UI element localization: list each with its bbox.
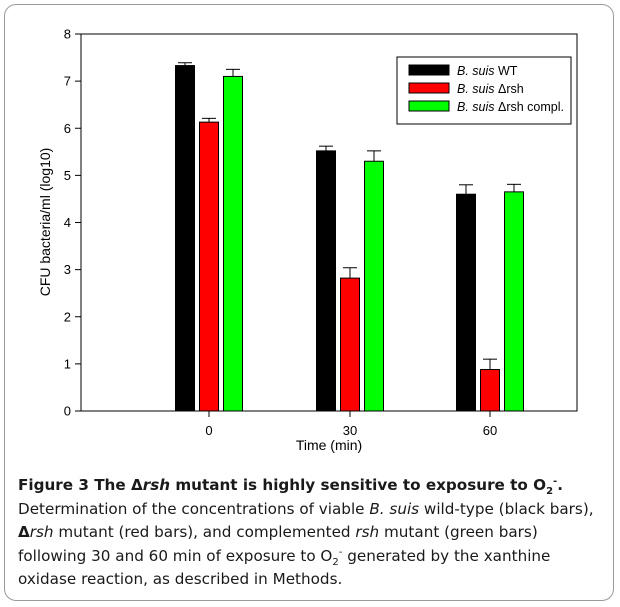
y-tick-label: 4 bbox=[64, 215, 71, 230]
caption-title: Figure 3 The Δrsh mutant is highly sensi… bbox=[18, 475, 563, 498]
bar bbox=[316, 150, 336, 412]
chart-bars bbox=[175, 62, 524, 412]
x-tick-label: 30 bbox=[343, 423, 357, 438]
bar bbox=[340, 277, 360, 412]
y-tick-label: 6 bbox=[64, 121, 71, 136]
chart-legend: B. suis WT B. suis Δrsh B. suis Δrsh compl… bbox=[396, 56, 572, 125]
bar bbox=[223, 75, 243, 412]
figure-caption: Figure 3 The Δrsh mutant is highly sensi… bbox=[18, 474, 608, 592]
caption-body: Determination of the concentrations of v… bbox=[18, 499, 594, 589]
x-tick-label: 0 bbox=[205, 423, 212, 438]
bar bbox=[480, 369, 500, 412]
y-tick-label: 8 bbox=[64, 27, 71, 42]
bar bbox=[175, 65, 195, 412]
bar bbox=[456, 193, 476, 412]
bar bbox=[364, 160, 384, 412]
legend-swatch bbox=[408, 64, 450, 76]
bar bbox=[504, 191, 524, 412]
y-tick-label: 2 bbox=[64, 309, 71, 324]
legend-label: B. suis Δrsh compl. bbox=[457, 100, 564, 114]
x-axis-label: Time (min) bbox=[296, 437, 362, 453]
y-tick-label: 3 bbox=[64, 262, 71, 277]
legend-label: B. suis Δrsh bbox=[457, 82, 524, 96]
y-tick-label: 1 bbox=[64, 356, 71, 371]
bar bbox=[199, 121, 219, 412]
legend-swatch bbox=[408, 82, 450, 94]
y-tick-label: 0 bbox=[64, 404, 71, 419]
y-axis-label: CFU bacteria/ml (log10) bbox=[37, 148, 53, 297]
y-tick-label: 7 bbox=[64, 74, 71, 89]
legend-label: B. suis WT bbox=[457, 64, 518, 78]
x-tick-label: 60 bbox=[483, 423, 497, 438]
legend-swatch bbox=[408, 100, 450, 112]
y-tick-label: 5 bbox=[64, 168, 71, 183]
